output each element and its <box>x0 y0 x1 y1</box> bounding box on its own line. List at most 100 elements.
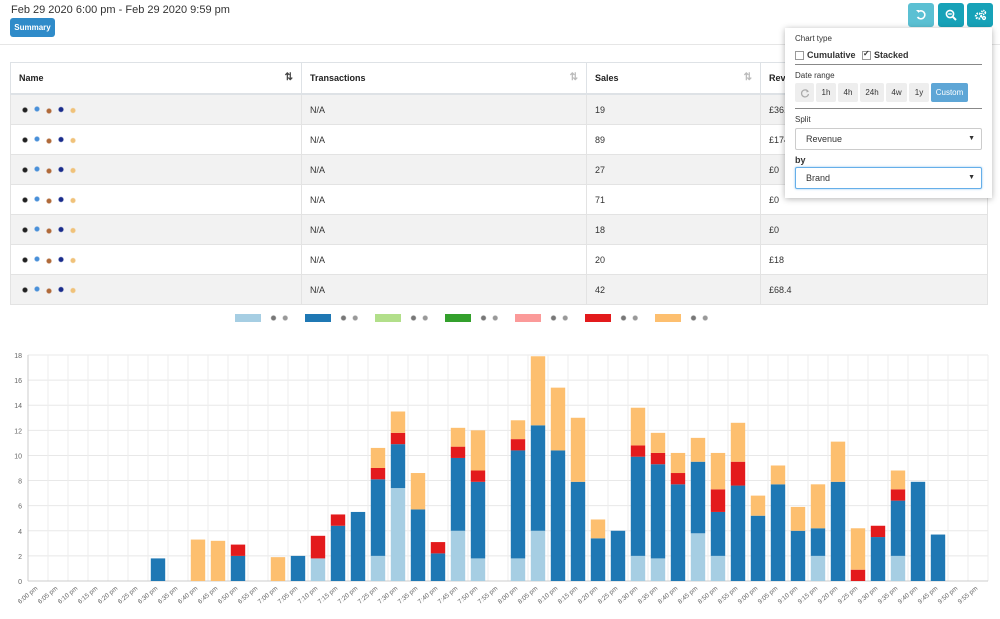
bar-segment[interactable] <box>570 481 586 581</box>
bar-segment[interactable] <box>690 437 706 462</box>
sort-active-icon[interactable]: ⇅ <box>284 72 293 83</box>
bar-segment[interactable] <box>370 468 386 480</box>
bar-segment[interactable] <box>830 441 846 482</box>
bar-segment[interactable] <box>690 533 706 581</box>
bar-segment[interactable] <box>790 530 806 581</box>
bar-segment[interactable] <box>370 479 386 556</box>
bar-segment[interactable] <box>470 430 486 471</box>
column-header-transactions[interactable]: Transactions ⇅ <box>301 62 587 95</box>
bar-segment[interactable] <box>650 452 666 465</box>
bar-segment[interactable] <box>830 481 846 581</box>
bar-segment[interactable] <box>330 514 346 526</box>
legend-swatch[interactable] <box>585 314 611 322</box>
bar-segment[interactable] <box>810 555 826 581</box>
bar-segment[interactable] <box>510 558 526 581</box>
cumulative-option[interactable]: Cumulative <box>795 50 856 61</box>
table-row[interactable]: N/A 20 £18 <box>10 244 988 275</box>
settings-button[interactable] <box>967 3 993 27</box>
bar-segment[interactable] <box>790 506 806 531</box>
bar-segment[interactable] <box>670 473 686 485</box>
bar-segment[interactable] <box>510 439 526 451</box>
bar-segment[interactable] <box>470 558 486 581</box>
bar-segment[interactable] <box>410 473 426 510</box>
bar-segment[interactable] <box>370 555 386 581</box>
sort-icon[interactable]: ⇅ <box>743 72 752 83</box>
legend-swatch[interactable] <box>655 314 681 322</box>
bar-segment[interactable] <box>710 555 726 581</box>
bar-segment[interactable] <box>630 407 646 446</box>
stacked-bar-chart[interactable]: 0 2 4 6 8 10 12 14 16 18 6:00 pm6:05 pm6:10 pm6:15… <box>0 330 1000 619</box>
bar-segment[interactable] <box>730 485 746 581</box>
bar-segment[interactable] <box>810 484 826 529</box>
bar-segment[interactable] <box>450 530 466 581</box>
bar-segment[interactable] <box>530 356 546 426</box>
bar-segment[interactable] <box>630 456 646 556</box>
range-button-custom[interactable]: Custom <box>931 83 968 102</box>
refresh-button[interactable] <box>795 83 814 102</box>
legend-swatch[interactable] <box>375 314 401 322</box>
bar-segment[interactable] <box>530 425 546 531</box>
range-button-24h[interactable]: 24h <box>860 83 884 102</box>
bar-segment[interactable] <box>730 461 746 486</box>
bar-segment[interactable] <box>430 553 446 581</box>
cumulative-checkbox[interactable] <box>795 51 804 61</box>
bar-segment[interactable] <box>270 557 286 581</box>
bar-segment[interactable] <box>890 489 906 501</box>
bar-segment[interactable] <box>410 509 426 581</box>
column-header-name[interactable]: Name ⇅ <box>10 62 302 95</box>
bar-segment[interactable] <box>230 544 246 556</box>
table-row[interactable]: N/A 42 £68.4 <box>10 274 988 305</box>
bar-segment[interactable] <box>710 452 726 490</box>
undo-button[interactable] <box>908 3 934 27</box>
bar-segment[interactable] <box>670 452 686 474</box>
bar-segment[interactable] <box>290 555 306 581</box>
bar-segment[interactable] <box>750 495 766 516</box>
bar-segment[interactable] <box>590 519 606 539</box>
stacked-option[interactable]: Stacked <box>862 49 909 61</box>
bar-segment[interactable] <box>870 525 886 538</box>
bar-segment[interactable] <box>430 542 446 554</box>
bar-segment[interactable] <box>550 450 566 581</box>
bar-segment[interactable] <box>390 411 406 433</box>
bar-segment[interactable] <box>930 534 946 581</box>
bar-segment[interactable] <box>770 484 786 581</box>
legend-swatch[interactable] <box>515 314 541 322</box>
bar-segment[interactable] <box>230 555 246 581</box>
bar-segment[interactable] <box>570 417 586 482</box>
legend-swatch[interactable] <box>305 314 331 322</box>
bar-segment[interactable] <box>390 432 406 445</box>
bar-segment[interactable] <box>810 528 826 556</box>
bar-segment[interactable] <box>650 432 666 453</box>
bar-segment[interactable] <box>330 525 346 581</box>
bar-segment[interactable] <box>770 465 786 485</box>
table-row[interactable]: N/A 18 £0 <box>10 214 988 245</box>
bar-segment[interactable] <box>750 515 766 581</box>
bar-segment[interactable] <box>350 511 366 581</box>
bar-segment[interactable] <box>450 446 466 458</box>
bar-segment[interactable] <box>450 427 466 447</box>
bar-segment[interactable] <box>390 444 406 489</box>
bar-segment[interactable] <box>530 530 546 581</box>
bar-segment[interactable] <box>470 470 486 482</box>
bar-segment[interactable] <box>590 538 606 581</box>
bar-segment[interactable] <box>850 528 866 570</box>
chart-legend[interactable] <box>235 312 725 324</box>
bar-segment[interactable] <box>870 537 886 581</box>
summary-button[interactable]: Summary <box>10 18 55 37</box>
bar-segment[interactable] <box>670 484 686 581</box>
bar-segment[interactable] <box>310 558 326 581</box>
bar-segment[interactable] <box>710 489 726 512</box>
bar-segment[interactable] <box>550 387 566 451</box>
bar-segment[interactable] <box>470 481 486 559</box>
column-header-sales[interactable]: Sales ⇅ <box>586 62 761 95</box>
bar-segment[interactable] <box>370 447 386 468</box>
bar-segment[interactable] <box>630 445 646 457</box>
bar-segment[interactable] <box>730 422 746 462</box>
range-button-1y[interactable]: 1y <box>909 83 929 102</box>
zoom-out-button[interactable] <box>938 3 964 27</box>
bar-segment[interactable] <box>710 511 726 556</box>
bar-segment[interactable] <box>510 450 526 559</box>
bar-segment[interactable] <box>450 457 466 531</box>
range-button-4w[interactable]: 4w <box>886 83 907 102</box>
bar-segment[interactable] <box>630 555 646 581</box>
